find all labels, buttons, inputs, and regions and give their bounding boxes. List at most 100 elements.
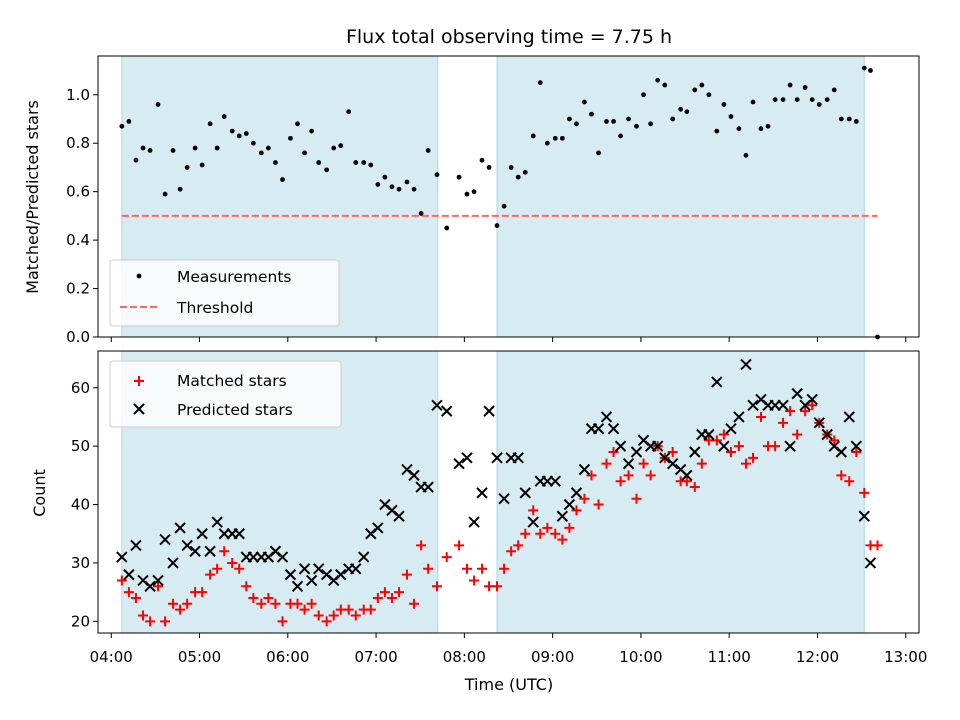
measurement-point [787,82,793,88]
matched-star-marker [800,406,811,417]
predicted-star-marker [512,452,524,464]
measurement-point [765,123,771,129]
matched-star-marker [423,563,434,574]
predicted-star-marker [592,422,605,435]
predicted-star-marker [461,452,473,464]
predicted-star-marker [408,469,420,482]
matched-star-marker [343,604,354,615]
measurement-point [508,165,514,170]
measurement-point [758,126,764,132]
measurement-point [155,102,161,107]
measurement-point [743,152,749,158]
x-tick-label: 13:00 [884,648,927,666]
measurement-point [684,109,690,115]
measurement-point [444,225,450,231]
measurement-point [140,145,146,151]
measurement-point [119,123,125,129]
matched-star-marker [168,598,179,609]
measurement-point [802,85,808,90]
measurement-point [471,189,477,195]
measurement-point [434,172,440,178]
matched-star-marker [365,604,376,615]
predicted-star-marker [152,574,164,587]
measurement-point [273,160,278,165]
predicted-star-marker [718,440,730,452]
matched-star-marker [145,616,156,627]
predicted-star-marker [556,510,569,522]
matched-star-marker [667,447,678,458]
measurement-point [678,106,684,112]
measurement-point [236,133,242,139]
measurement-point [692,87,698,93]
matched-star-marker [234,563,245,574]
measurement-point [552,135,558,141]
matched-star-marker [116,575,127,586]
predicted-star-marker [372,522,384,534]
bottom-x-axis-ticks: 04:00 05:00 06:00 07:00 08:00 09:00 10:00 11:00… [90,633,927,666]
measurement-point [515,174,521,180]
y-tick-label: 50 [71,437,90,455]
predicted-star-marker [276,551,289,563]
predicted-star-marker [843,411,855,423]
predicted-star-marker [666,457,679,470]
measurement-point [648,121,654,127]
matched-star-marker [386,592,397,603]
measurement-point [611,119,616,124]
measurement-point [302,150,307,156]
measurement-point [425,148,431,153]
predicted-star-marker [284,568,297,581]
x-tick-label: 11:00 [708,648,751,666]
measurement-point [214,145,220,151]
matched-star-marker [681,476,692,487]
matched-star-marker [160,616,171,627]
measurement-point [780,97,786,103]
predicted-star-marker [733,411,745,423]
measurement-point [368,162,374,168]
predicted-star-marker [607,422,620,435]
matched-star-marker [401,569,412,580]
predicted-star-marker [189,545,201,557]
matched-star-marker [564,522,575,533]
predicted-star-marker [312,563,325,575]
matched-star-marker [528,505,539,516]
y-tick-label: 20 [71,612,90,630]
matched-star-marker [306,598,317,609]
predicted-star-marker [291,580,304,592]
measurement-point [522,169,528,175]
matched-star-marker [350,610,361,621]
measurement-point [559,135,565,141]
matched-star-marker [608,447,619,458]
matched-star-marker [241,581,252,592]
matched-star-marker [725,447,736,458]
measurement-point [706,92,712,98]
matched-star-marker [492,581,503,592]
top-axes-frame [97,55,920,338]
matched-star-marker [219,546,230,557]
matched-star-marker [718,429,729,440]
predicted-star-markers [116,358,877,592]
observing-window-1 [496,55,865,338]
legend-predicted-label: Predicted stars [177,401,293,419]
x-tick-label: 08:00 [443,648,486,666]
measurement-point [750,99,756,105]
measurement-point [361,160,367,165]
predicted-star-marker [806,393,818,406]
measurement-point [133,157,139,163]
predicted-star-marker [144,580,156,592]
bottom-y-axis-ticks: 20 30 40 50 60 [71,379,98,630]
measurement-point [126,119,132,124]
matched-star-marker [550,528,561,539]
measurement-point [655,77,661,83]
predicted-star-marker [835,446,848,458]
matched-star-marker [454,540,465,551]
measurement-point [309,128,315,134]
x-tick-label: 04:00 [90,648,133,666]
predicted-star-marker [791,387,803,400]
matched-star-marker [792,429,803,440]
matched-star-marker [770,441,781,452]
x-tick-label: 10:00 [619,648,662,666]
matched-star-marker [778,417,789,428]
measurement-point [596,150,601,156]
measurement-point [794,97,800,103]
